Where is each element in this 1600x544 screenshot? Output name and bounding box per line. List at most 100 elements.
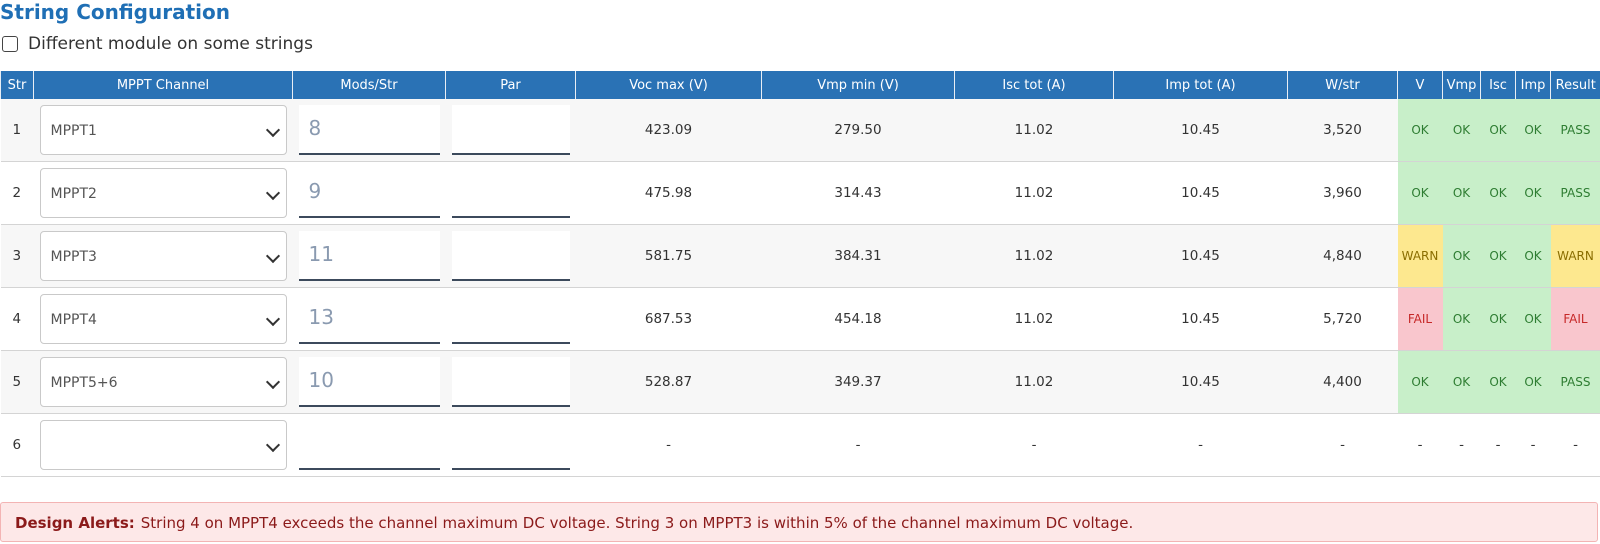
mods-cell: 8: [292, 99, 446, 162]
voc-value: 687.53: [575, 287, 762, 351]
voc-value: 528.87: [575, 350, 762, 414]
string-number: 1: [0, 99, 34, 162]
channel-select[interactable]: MPPT1: [39, 105, 287, 155]
chevron[interactable]: [265, 248, 280, 264]
w-value: 3,960: [1287, 161, 1398, 225]
mods-value[interactable]: 8: [308, 116, 322, 140]
chevron[interactable]: [265, 185, 280, 201]
check-status: OK: [1515, 224, 1551, 288]
check-status: -: [1480, 413, 1516, 477]
mods-value[interactable]: 10: [308, 368, 334, 392]
checkbox[interactable]: [2, 36, 18, 52]
check-status: WARN: [1550, 224, 1600, 288]
check-status: OK: [1480, 99, 1516, 162]
column-header: Imp tot (A): [1113, 71, 1288, 99]
chevron[interactable]: [265, 122, 280, 138]
check-status: OK: [1442, 287, 1481, 351]
mods-cell: 9: [292, 161, 446, 225]
table-row: 2 MPPT2 9 475.98 314.43 11.02 10.45 3,960 OK OK OK…: [0, 161, 1600, 225]
mods-value[interactable]: 13: [308, 305, 334, 329]
mods-value[interactable]: 9: [308, 179, 322, 203]
table-row: 3 MPPT3 11 581.75 384.31 11.02 10.45 4,840 WARN O…: [0, 224, 1600, 288]
vmp-value: 454.18: [761, 287, 955, 351]
string-number: 6: [0, 413, 34, 477]
par-input[interactable]: [451, 168, 570, 218]
par-input[interactable]: [451, 357, 570, 407]
column-header: V: [1397, 71, 1443, 99]
channel-value[interactable]: MPPT2: [50, 186, 97, 202]
par-input[interactable]: [451, 294, 570, 344]
check-status: FAIL: [1397, 287, 1443, 351]
channel-cell: [33, 413, 293, 477]
check-status: -: [1515, 413, 1551, 477]
vmp-value: -: [761, 413, 955, 477]
check-status: OK: [1442, 161, 1481, 225]
check-status: -: [1550, 413, 1600, 477]
string-number: 4: [0, 287, 34, 351]
chevron[interactable]: [265, 437, 280, 453]
channel-value[interactable]: MPPT3: [50, 249, 97, 265]
mods-input[interactable]: 11: [298, 231, 440, 281]
channel-value[interactable]: MPPT5+6: [50, 375, 118, 391]
w-value: 4,400: [1287, 350, 1398, 414]
isc-value: 11.02: [954, 99, 1114, 162]
par-input[interactable]: [451, 231, 570, 281]
check-status: OK: [1397, 350, 1443, 414]
check-status: OK: [1480, 161, 1516, 225]
check-status: OK: [1442, 99, 1481, 162]
string-number: 2: [0, 161, 34, 225]
check-status: -: [1442, 413, 1481, 477]
column-header: Isc tot (A): [954, 71, 1114, 99]
string-table: Str MPPT Channel Mods/Str Par Voc max (V) Vmp…: [0, 71, 1600, 477]
check-status: OK: [1480, 350, 1516, 414]
channel-select[interactable]: MPPT5+6: [39, 357, 287, 407]
column-header: Vmp min (V): [761, 71, 955, 99]
column-header: MPPT Channel: [33, 71, 293, 99]
w-value: 3,520: [1287, 99, 1398, 162]
channel-select[interactable]: [39, 420, 287, 470]
par-cell: [445, 99, 576, 162]
channel-value[interactable]: MPPT4: [50, 312, 97, 328]
mods-input[interactable]: 8: [298, 105, 440, 155]
check-status: OK: [1442, 350, 1481, 414]
par-input[interactable]: [451, 105, 570, 155]
channel-select[interactable]: MPPT3: [39, 231, 287, 281]
mods-cell: 13: [292, 287, 446, 351]
check-status: WARN: [1397, 224, 1443, 288]
vmp-value: 314.43: [761, 161, 955, 225]
par-input[interactable]: [451, 420, 570, 470]
checkbox-row[interactable]: Different module on some strings: [0, 34, 313, 54]
mods-input[interactable]: 9: [298, 168, 440, 218]
check-status: OK: [1515, 350, 1551, 414]
channel-cell: MPPT4: [33, 287, 293, 351]
channel-select[interactable]: MPPT4: [39, 294, 287, 344]
mods-cell: 10: [292, 350, 446, 414]
imp-value: 10.45: [1113, 224, 1288, 288]
checkbox-label[interactable]: Different module on some strings: [28, 34, 313, 54]
mods-value[interactable]: 11: [308, 242, 334, 266]
check-status: OK: [1442, 224, 1481, 288]
column-header: W/str: [1287, 71, 1398, 99]
vmp-value: 349.37: [761, 350, 955, 414]
imp-value: 10.45: [1113, 99, 1288, 162]
table-row: 4 MPPT4 13 687.53 454.18 11.02 10.45 5,720 FAIL O…: [0, 287, 1600, 351]
alert-label: Design Alerts:: [15, 514, 135, 532]
column-header: Mods/Str: [292, 71, 446, 99]
chevron[interactable]: [265, 311, 280, 327]
vmp-value: 384.31: [761, 224, 955, 288]
par-cell: [445, 287, 576, 351]
mods-input[interactable]: [298, 420, 440, 470]
table-row: 1 MPPT1 8 423.09 279.50 11.02 10.45 3,520 OK OK OK…: [0, 99, 1600, 162]
mods-input[interactable]: 13: [298, 294, 440, 344]
mods-input[interactable]: 10: [298, 357, 440, 407]
channel-select[interactable]: MPPT2: [39, 168, 287, 218]
check-status: PASS: [1550, 161, 1600, 225]
chevron[interactable]: [265, 374, 280, 390]
par-cell: [445, 224, 576, 288]
column-header: Str: [0, 71, 34, 99]
channel-cell: MPPT5+6: [33, 350, 293, 414]
isc-value: 11.02: [954, 161, 1114, 225]
channel-value[interactable]: MPPT1: [50, 123, 97, 139]
imp-value: -: [1113, 413, 1288, 477]
column-header: Par: [445, 71, 576, 99]
